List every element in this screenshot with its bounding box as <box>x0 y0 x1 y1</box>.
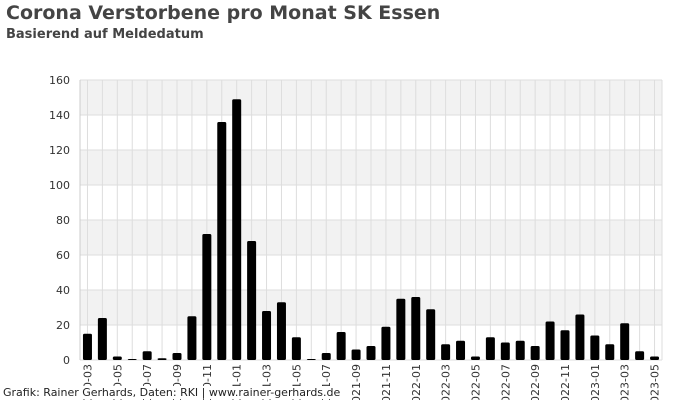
x-tick-label: 2022-11 <box>559 364 572 400</box>
y-tick-label: 60 <box>56 249 70 262</box>
bar <box>82 333 92 360</box>
bar <box>485 337 495 360</box>
bar <box>530 346 540 360</box>
bar <box>650 356 660 360</box>
bar <box>262 311 272 360</box>
bar <box>470 356 480 360</box>
chart-subtitle: Basierend auf Meldedatum <box>6 27 204 42</box>
bar <box>142 351 152 360</box>
x-tick-label: 2022-03 <box>440 364 453 400</box>
bar <box>336 332 346 360</box>
bar <box>396 298 406 360</box>
x-tick-label: 2022-01 <box>410 364 423 400</box>
bar <box>306 359 316 360</box>
x-tick-label: 2023-03 <box>619 364 632 400</box>
x-tick-label: 2023-01 <box>589 364 602 400</box>
bars <box>82 99 660 360</box>
bar <box>247 241 257 360</box>
gridlines <box>79 79 663 361</box>
bar <box>620 323 630 360</box>
x-tick-label: 2021-09 <box>350 364 363 400</box>
x-tick-label: 2023-05 <box>649 364 662 400</box>
y-tick-label: 20 <box>56 319 70 332</box>
y-tick-label: 40 <box>56 284 70 297</box>
bar <box>500 342 510 360</box>
chart-title: Corona Verstorbene pro Monat SK Essen <box>6 2 441 24</box>
bar <box>232 99 242 360</box>
x-tick-label: 2021-11 <box>380 364 393 400</box>
x-tick-label: 2022-07 <box>499 364 512 400</box>
bar <box>157 358 167 360</box>
bar <box>515 340 525 360</box>
bar <box>456 340 466 360</box>
bar <box>441 344 451 360</box>
bar <box>321 353 331 360</box>
y-tick-label: 0 <box>63 354 70 367</box>
bar <box>217 122 227 360</box>
y-tick-label: 80 <box>56 214 70 227</box>
bar <box>172 353 182 360</box>
bar <box>381 326 391 360</box>
y-tick-label: 160 <box>49 74 70 87</box>
y-axis-ticks: 0 20 40 60 80 100 120 140 160 <box>49 74 70 367</box>
bar <box>291 337 301 360</box>
x-tick-label: 2022-05 <box>469 364 482 400</box>
bar <box>351 349 361 360</box>
bar <box>97 318 107 360</box>
bar <box>187 316 197 360</box>
bar <box>590 335 600 360</box>
bar <box>366 346 376 360</box>
bar <box>202 234 212 360</box>
bar <box>560 330 570 360</box>
y-tick-label: 120 <box>49 144 70 157</box>
x-tick-label: 2022-09 <box>529 364 542 400</box>
bar <box>635 351 645 360</box>
bar <box>112 356 122 360</box>
y-tick-label: 140 <box>49 109 70 122</box>
bar <box>545 321 555 360</box>
source-credit: Grafik: Rainer Gerhards, Daten: RKI | ww… <box>3 386 343 399</box>
bar <box>605 344 615 360</box>
bar <box>575 314 585 360</box>
bar <box>276 302 286 360</box>
bar <box>411 297 421 360</box>
bar <box>127 359 137 360</box>
y-tick-label: 100 <box>49 179 70 192</box>
bar <box>426 309 436 360</box>
